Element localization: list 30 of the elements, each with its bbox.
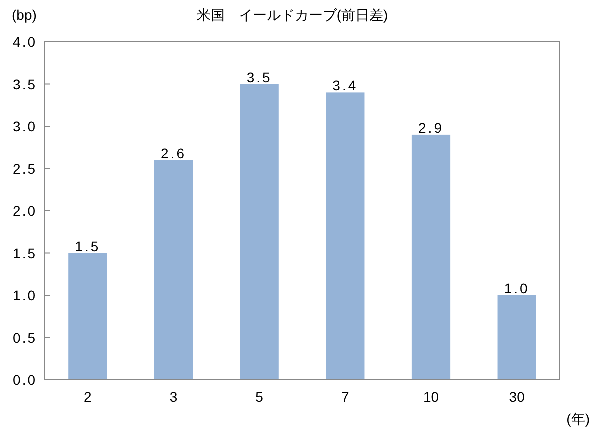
data-label: 3.5 (246, 69, 272, 86)
y-tick-label: 0.5 (13, 330, 37, 346)
data-label: 2.9 (418, 120, 444, 136)
bar (68, 253, 108, 380)
y-tick-label: 1.0 (13, 288, 37, 304)
y-tick-label: 3.0 (13, 118, 37, 134)
x-tick-label: 10 (423, 389, 440, 405)
chart-title: 米国 イールドカーブ(前日差) (196, 7, 388, 23)
x-tick-label: 5 (256, 389, 264, 405)
y-tick-label: 2.0 (13, 203, 37, 219)
x-tick-label: 2 (84, 389, 92, 405)
data-label: 1.5 (75, 238, 101, 254)
data-label: 1.0 (504, 280, 530, 296)
x-axis-title: (年) (566, 411, 590, 427)
y-tick-label: 2.5 (13, 160, 37, 177)
x-tick-label: 30 (509, 389, 526, 405)
data-label: 3.4 (332, 78, 358, 94)
bar (498, 296, 536, 380)
y-tick-label: 4.0 (13, 34, 37, 50)
bar (240, 84, 279, 380)
y-axis-title: (bp) (12, 7, 37, 23)
bar (412, 134, 451, 380)
y-tick-label: 1.5 (13, 245, 37, 262)
bar (326, 92, 365, 380)
x-tick-label: 3 (170, 389, 178, 405)
y-tick-label: 3.5 (13, 76, 37, 92)
y-tick-label: 0.0 (13, 372, 37, 388)
x-tick-label: 7 (342, 389, 350, 405)
data-label: 2.6 (161, 145, 186, 162)
bar (154, 160, 194, 380)
